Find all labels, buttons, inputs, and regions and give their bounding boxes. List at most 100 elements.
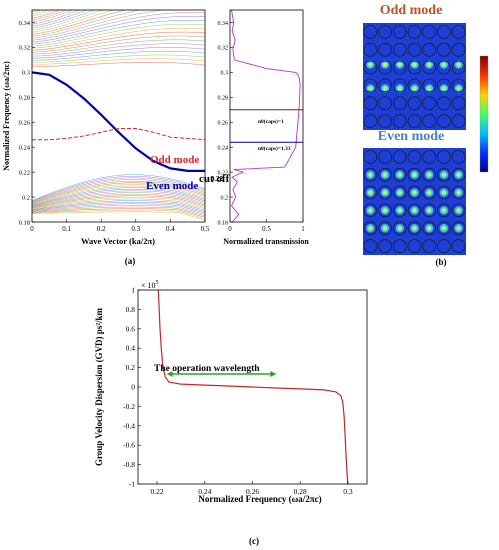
field-lobe-core — [368, 208, 373, 213]
bulk-band-line — [32, 27, 205, 49]
field-lobe-core — [397, 190, 402, 195]
y-tick-label: 0.22 — [19, 169, 30, 176]
odd-mode-line — [32, 128, 205, 141]
field-lobe-core — [456, 86, 461, 91]
field-lobe-core — [397, 172, 402, 177]
rod-outline — [407, 221, 422, 236]
rod-outline — [451, 221, 466, 236]
bulk-band-line — [32, 193, 205, 208]
field-lobe-core — [441, 208, 447, 213]
x-tick-label: 0.22 — [151, 487, 164, 496]
odd-mode-annotation: Odd mode — [150, 154, 199, 166]
y-tick-label: 0.2 — [22, 194, 30, 201]
rod-outline — [451, 150, 466, 164]
y-tick-label: 0.28 — [218, 96, 229, 102]
x-tick-label: 0.28 — [294, 487, 307, 496]
y-tick-label: -1 — [129, 480, 135, 489]
bulk-band-line — [32, 54, 205, 63]
y-tick-label: 0.2 — [221, 195, 229, 201]
rod-outline — [392, 185, 407, 200]
rod-outline — [363, 150, 378, 164]
rod-outline — [422, 25, 437, 39]
x-tick-label: 0.26 — [246, 487, 259, 496]
rod-outline — [392, 203, 407, 218]
rod-outline — [392, 221, 407, 236]
rod-outline — [451, 185, 466, 200]
bulk-band-line — [32, 210, 205, 219]
rod-outline — [437, 114, 451, 128]
y-tick-label: 0.3 — [221, 71, 229, 77]
x-tick-label: 0.3 — [343, 487, 353, 496]
bulk-band-line — [32, 43, 205, 57]
bulk-band-line — [32, 187, 205, 206]
rod-outline — [422, 239, 437, 253]
bulk-band-line — [32, 200, 205, 211]
rod-outline — [378, 25, 392, 39]
field-lobe-core — [412, 62, 417, 67]
panel-label-a: (a) — [125, 256, 136, 266]
bulk-band-line — [32, 174, 205, 201]
bulk-band-line — [32, 50, 205, 61]
odd-mode-title: Odd mode — [380, 3, 443, 18]
rod-outline — [437, 221, 451, 236]
rod-outline — [378, 203, 392, 218]
y-tick-label: 0.18 — [19, 219, 30, 226]
rod-outline — [451, 203, 466, 218]
rod-outline — [407, 114, 422, 128]
field-background — [363, 148, 466, 255]
x-tick-label: 0 — [228, 225, 232, 233]
gvd-y-multiplier: × 105 — [141, 280, 159, 290]
rod-outline — [451, 96, 466, 111]
field-lobe-core — [441, 226, 447, 231]
bulk-band-line — [32, 205, 205, 215]
rod-outline — [437, 60, 451, 75]
bulk-band-line — [32, 182, 205, 204]
bulk-band-line — [32, 188, 205, 206]
rod-outline — [407, 60, 422, 75]
operation-range-arrowhead-left — [166, 371, 173, 377]
rod-outline — [422, 203, 437, 218]
rod-outline — [363, 221, 378, 236]
rod-outline — [378, 221, 392, 236]
band-diagram-y-ticks: 0.18 0.2 0.22 0.24 0.26 0.28 0.3 0.32 0.34 — [19, 20, 35, 226]
field-lobe-core — [441, 62, 447, 67]
band-diagram-frame — [31, 9, 206, 223]
x-tick-label: 1 — [301, 225, 305, 233]
y-tick-label: -0.6 — [123, 441, 135, 450]
cut-off-annotation: cut off — [199, 173, 230, 185]
rod-outline — [363, 167, 378, 182]
y-tick-label: 0.32 — [19, 45, 30, 52]
panel-label-b: (b) — [436, 257, 447, 267]
odd-mode-field — [363, 23, 466, 130]
field-lobe-core — [368, 86, 373, 91]
rod-outline — [407, 96, 422, 111]
cut-off-value-annotation: → 0.22 — [202, 175, 224, 183]
rod-outline — [451, 239, 466, 253]
even-mode-annotation: Even mode — [146, 180, 198, 192]
rod-outline — [451, 25, 466, 39]
field-lobe-core — [382, 62, 388, 67]
y-tick-label: 0.8 — [126, 305, 136, 314]
bulk-bands — [32, 10, 205, 221]
y-tick-label: 0.34 — [218, 21, 229, 27]
rod-outline — [422, 42, 437, 57]
field-lobe-core — [456, 208, 461, 213]
band-diagram-x-label: Wave Vector (ka/2π) — [81, 236, 155, 246]
rod-outline — [437, 42, 451, 57]
rod-outline — [378, 239, 392, 253]
y-tick-label: 0.2 — [126, 363, 136, 372]
bulk-band-line — [32, 47, 205, 59]
n0-caps-133-label: n0(caps)=1.33 — [258, 145, 291, 152]
field-lobe-core — [397, 208, 402, 213]
field-lobe-core — [397, 86, 402, 91]
rod-outline — [378, 78, 392, 93]
rod-outline — [422, 150, 437, 164]
bulk-band-line — [32, 211, 205, 221]
rod-outline — [437, 185, 451, 200]
field-lobe-core — [382, 190, 388, 195]
field-lobe-core — [397, 226, 402, 231]
y-tick-label: 0.3 — [22, 70, 30, 77]
rod-outline — [392, 96, 407, 111]
rod-outline — [363, 203, 378, 218]
